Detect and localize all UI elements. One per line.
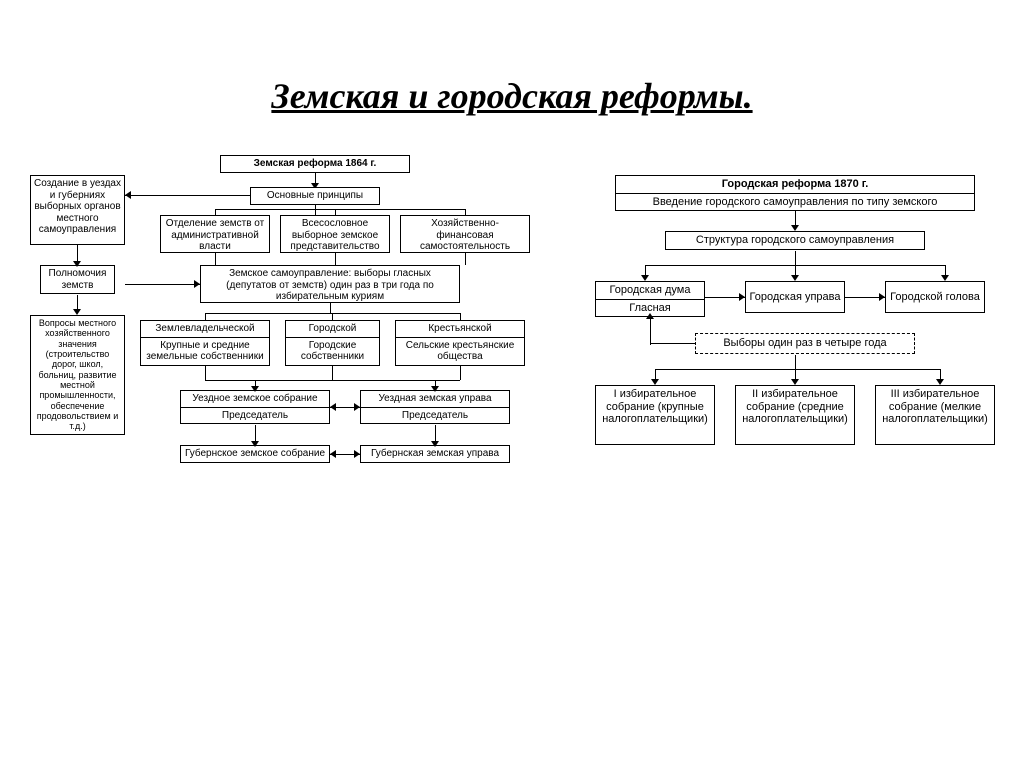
powers: Полномочия земств bbox=[40, 265, 115, 294]
r-title-a: Городская реформа 1870 г. bbox=[616, 176, 974, 194]
k2b: Городские собственники bbox=[286, 338, 379, 365]
k1: Землевладельческой Крупные и средние зем… bbox=[140, 320, 270, 366]
k3b: Сельские крестьянские общества bbox=[396, 338, 524, 365]
r-title: Городская реформа 1870 г. Введение город… bbox=[615, 175, 975, 211]
r-e1: I избирательное собрание (крупные налого… bbox=[595, 385, 715, 445]
creation: Создание в уездах и губерниях выборных о… bbox=[30, 175, 125, 245]
r-duma: Городская дума Гласная bbox=[595, 281, 705, 317]
left-diagram: Земская реформа 1864 г. Основные принцип… bbox=[30, 155, 570, 505]
r-e2: II избирательное собрание (средние налог… bbox=[735, 385, 855, 445]
k1a: Землевладельческой bbox=[141, 321, 269, 338]
page-title: Земская и городская реформы. bbox=[0, 75, 1024, 117]
u1: Уездное земское собрание Председатель bbox=[180, 390, 330, 424]
r-duma-a: Городская дума bbox=[596, 282, 704, 300]
p2: Всесословное выборное земское представит… bbox=[280, 215, 390, 253]
r-structure: Структура городского самоуправления bbox=[665, 231, 925, 250]
r-e3: III избирательное собрание (мелкие налог… bbox=[875, 385, 995, 445]
g1: Губернское земское собрание bbox=[180, 445, 330, 463]
k3: Крестьянской Сельские крестьянские общес… bbox=[395, 320, 525, 366]
u2: Уездная земская управа Председатель bbox=[360, 390, 510, 424]
k2: Городской Городские собственники bbox=[285, 320, 380, 366]
k2a: Городской bbox=[286, 321, 379, 338]
right-diagram: Городская реформа 1870 г. Введение город… bbox=[595, 175, 995, 485]
u1b: Председатель bbox=[181, 408, 329, 424]
r-elections: Выборы один раз в четыре года bbox=[695, 333, 915, 354]
u2a: Уездная земская управа bbox=[361, 391, 509, 408]
r-subtitle: Введение городского самоуправления по ти… bbox=[616, 194, 974, 211]
k3a: Крестьянской bbox=[396, 321, 524, 338]
left-title: Земская реформа 1864 г. bbox=[220, 155, 410, 173]
r-head: Городской голова bbox=[885, 281, 985, 313]
selfgov: Земское самоуправление: выборы гласных (… bbox=[200, 265, 460, 303]
issues: Вопросы местного хозяйственного значения… bbox=[30, 315, 125, 435]
principles: Основные принципы bbox=[250, 187, 380, 205]
u2b: Председатель bbox=[361, 408, 509, 424]
g2: Губернская земская управа bbox=[360, 445, 510, 463]
p1: Отделение земств от административной вла… bbox=[160, 215, 270, 253]
u1a: Уездное земское собрание bbox=[181, 391, 329, 408]
r-uprava: Городская управа bbox=[745, 281, 845, 313]
k1b: Крупные и средние земельные собственники bbox=[141, 338, 269, 365]
p3: Хозяйственно-финансовая самостоятельност… bbox=[400, 215, 530, 253]
